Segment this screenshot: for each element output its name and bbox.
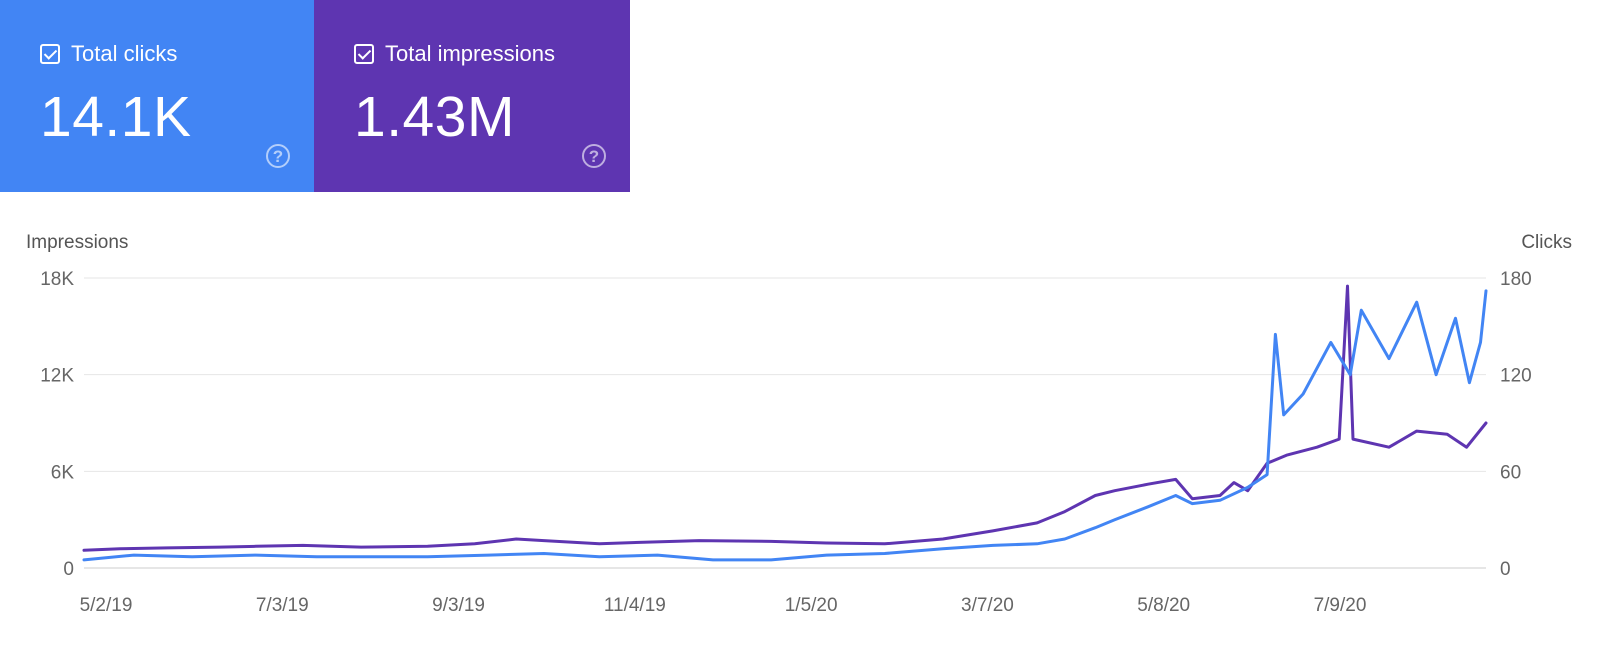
total-impressions-label: Total impressions [385, 41, 555, 66]
left-axis-tick-label: 0 [63, 559, 74, 580]
help-circle-icon[interactable]: ? [266, 144, 290, 168]
x-axis-tick-label: 11/4/19 [604, 595, 666, 616]
left-axis-tick-label: 6K [51, 462, 75, 483]
help-circle-icon[interactable]: ? [582, 144, 606, 168]
x-axis-tick-label: 9/3/19 [432, 595, 485, 616]
x-axis-tick-label: 3/7/20 [961, 595, 1014, 616]
left-axis-title: Impressions [26, 232, 128, 253]
x-axis-tick-label: 5/2/19 [80, 595, 133, 616]
right-axis-title: Clicks [1521, 232, 1572, 253]
right-axis-tick-label: 0 [1500, 559, 1511, 580]
right-axis-tick-label: 60 [1500, 462, 1521, 483]
chart-series [82, 284, 1488, 562]
x-axis-tick-label: 7/9/20 [1314, 595, 1367, 616]
performance-chart: 0 0 6K 60 12K 120 18K 180 Impressions Clicks 5/2/1… [26, 232, 1572, 616]
chart-axes: 0 0 6K 60 12K 120 18K 180 Impressions Clicks 5/2/1… [26, 232, 1572, 616]
series-line-total-clicks [82, 289, 1488, 562]
right-axis-tick-label: 180 [1500, 269, 1532, 290]
chart-grid [84, 277, 1486, 569]
checkbox-checked-icon[interactable] [354, 44, 374, 64]
x-axis-tick-label: 1/5/20 [785, 595, 838, 616]
total-clicks-label: Total clicks [71, 41, 178, 66]
total-clicks-header[interactable]: Total clicks [40, 41, 177, 67]
left-axis-tick-label: 18K [40, 269, 74, 290]
total-clicks-value: 14.1K [40, 85, 192, 149]
right-axis-tick-label: 120 [1500, 366, 1532, 387]
total-impressions-header[interactable]: Total impressions [354, 41, 555, 67]
x-axis-tick-label: 5/8/20 [1137, 595, 1190, 616]
total-impressions-card[interactable]: Total impressions 1.43M ? [314, 0, 630, 192]
checkbox-checked-icon[interactable] [40, 44, 60, 64]
series-line-total-impressions [82, 284, 1488, 552]
left-axis-tick-label: 12K [40, 366, 74, 387]
x-axis-tick-label: 7/3/19 [256, 595, 309, 616]
total-impressions-value: 1.43M [354, 85, 515, 149]
total-clicks-card[interactable]: Total clicks 14.1K ? [0, 0, 314, 192]
